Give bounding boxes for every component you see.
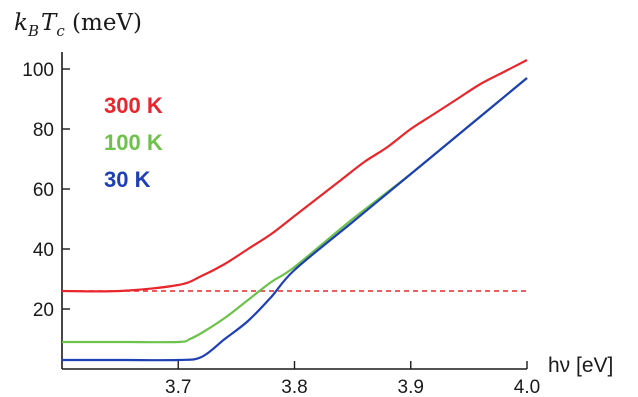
y-label-t: T [41, 10, 58, 36]
y-label-t-sub: c [56, 22, 65, 40]
x-axis-title: hν [eV] [548, 354, 613, 377]
chart-ticks: 20 40 60 80 100 3.7 3.8 3.9 4.0 [22, 60, 540, 397]
y-label-k: k [14, 10, 28, 36]
y-tick-label: 100 [22, 60, 54, 81]
y-axis-title: kBTc (meV) [14, 10, 142, 40]
y-tick-label: 20 [33, 300, 54, 321]
series-line-30k [62, 77, 528, 362]
x-tick-label: 3.9 [398, 377, 424, 397]
legend: 300 K 100 K 30 K [104, 93, 163, 192]
y-label-unit: (meV) [65, 10, 142, 36]
legend-label-300k: 300 K [104, 93, 163, 118]
x-tick-label: 3.8 [281, 377, 307, 397]
y-tick-label: 80 [33, 120, 54, 141]
y-tick-label: 40 [33, 240, 54, 261]
legend-label-100k: 100 K [104, 130, 163, 155]
x-tick-label: 3.7 [165, 377, 191, 397]
x-tick-label: 4.0 [514, 377, 540, 397]
legend-label-30k: 30 K [104, 167, 151, 192]
y-tick-label: 60 [33, 180, 54, 201]
series-line-300k [61, 59, 528, 293]
y-label-k-sub: B [27, 22, 39, 40]
chart-series-lines [61, 59, 528, 362]
